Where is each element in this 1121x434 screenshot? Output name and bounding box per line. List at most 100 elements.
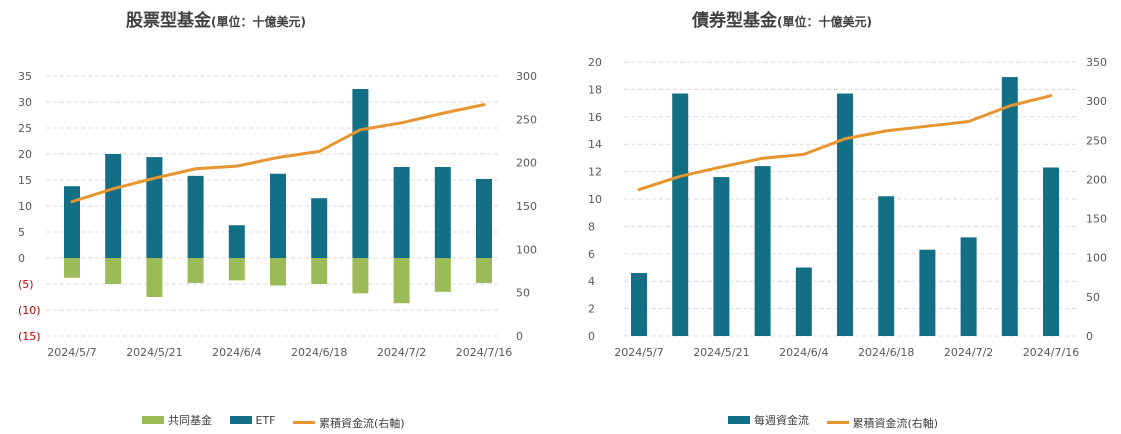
bar-etf [187, 175, 204, 258]
y-tick-label-right: 300 [516, 70, 537, 83]
bar-fund [476, 258, 492, 283]
bar-etf [393, 167, 410, 258]
y-tick-label-left: 5 [18, 226, 25, 239]
x-tick-label: 2024/7/16 [456, 346, 512, 359]
bar-fund [146, 258, 163, 297]
y-tick-label-left: 10 [18, 200, 32, 213]
y-tick-label-right: 200 [516, 157, 537, 170]
bar-fund [187, 258, 204, 283]
bond-fund-plot: 2018161412108642035030025020015010050020… [588, 56, 1107, 359]
bar-etf [476, 178, 492, 258]
y-tick-label-left: 0 [18, 252, 25, 265]
bar-fund [64, 258, 80, 278]
equity-fund-chart: 股票型基金(單位：十億美元) 35 30 25 20 15 10 5 0 (5) (10) (15)… [0, 0, 560, 434]
cumulative-line [637, 94, 1053, 192]
y-tick-label-right: 100 [516, 243, 537, 256]
bar-etf [434, 167, 451, 258]
y-tick-label-right: 0 [1086, 330, 1093, 343]
y-tick-label-left: 16 [588, 111, 602, 124]
y-tick-label-right: 250 [516, 113, 537, 126]
legend-label-weekly: 每週資金流 [754, 414, 809, 427]
bar-weekly [631, 272, 647, 336]
bar-weekly [754, 166, 771, 336]
x-tick-label: 2024/6/18 [291, 346, 347, 359]
bond-fund-chart: 債券型基金(單位：十億美元) 20 18 16 14 12 10 8 6 4 2 0 350 300 25… [560, 0, 1121, 434]
legend-item-etf: ETF [229, 413, 276, 427]
y-tick-label-right: 150 [1086, 213, 1107, 226]
chart-title-main: 債券型基金 [692, 11, 777, 31]
bar-etf [64, 186, 80, 258]
x-tick-label: 2024/7/2 [944, 346, 993, 359]
y-tick-label-right: 100 [1086, 252, 1107, 265]
legend-swatch-cumulative [826, 421, 849, 424]
y-tick-label-right: 0 [516, 330, 523, 343]
y-tick-label-left: 14 [588, 138, 602, 151]
y-tick-label-left: 8 [588, 220, 595, 233]
bar-fund [105, 258, 122, 284]
bar-fund [352, 258, 369, 294]
chart-legend: 共同基金 ETF 累積資金流(右軸) [142, 412, 419, 431]
x-tick-label: 2024/5/21 [693, 346, 749, 359]
chart-title-main: 股票型基金 [126, 11, 211, 31]
y-tick-label-left: 35 [18, 70, 32, 83]
bar-fund [228, 258, 245, 281]
x-tick-label: 2024/6/18 [858, 346, 914, 359]
legend-item-weekly: 每週資金流 [728, 412, 809, 428]
bar-fund [311, 258, 328, 284]
chart-title: 債券型基金(單位：十億美元) [692, 6, 872, 31]
bar-weekly [672, 93, 689, 336]
y-tick-label-left: 30 [18, 96, 32, 109]
bar-fund [434, 258, 451, 292]
y-tick-label-left: 25 [18, 122, 32, 135]
bar-weekly [878, 196, 895, 336]
x-tick-label: 2024/5/21 [126, 346, 182, 359]
bar-fund [393, 258, 410, 304]
y-tick-label-right: 200 [1086, 173, 1107, 186]
x-tick-label: 2024/7/2 [377, 346, 426, 359]
legend-label-cumulative: 累積資金流(右軸) [319, 416, 405, 430]
legend-label-fund: 共同基金 [168, 414, 212, 427]
bar-etf [270, 173, 286, 258]
chart-legend: 每週資金流 累積資金流(右軸) [728, 412, 952, 431]
legend-swatch-etf [229, 416, 252, 424]
bar-weekly [1043, 167, 1059, 336]
y-tick-label-left: 6 [588, 248, 595, 261]
bar-weekly [919, 249, 936, 336]
x-tick-label: 2024/6/4 [779, 346, 828, 359]
bar-weekly [713, 177, 730, 336]
legend-swatch-weekly [728, 416, 750, 424]
y-tick-label-left: 15 [18, 174, 32, 187]
y-tick-label-right: 50 [1086, 291, 1100, 304]
bar-etf [311, 198, 328, 258]
legend-swatch-cumulative [293, 421, 315, 424]
y-tick-label-left: 12 [588, 166, 602, 179]
y-tick-label-left: 2 [588, 303, 595, 316]
y-tick-label-left: 20 [18, 148, 32, 161]
y-tick-label-left: (5) [18, 278, 34, 291]
y-tick-label-right: 250 [1086, 134, 1107, 147]
x-tick-label: 2024/7/16 [1023, 346, 1079, 359]
bar-etf [105, 154, 122, 258]
x-tick-label: 2024/5/7 [47, 346, 96, 359]
legend-item-cumulative: 累積資金流(右軸) [293, 415, 405, 431]
chart-title-unit: (單位：十億美元) [777, 15, 872, 29]
chart-title: 股票型基金(單位：十億美元) [126, 6, 306, 31]
y-tick-label-left: 4 [588, 275, 595, 288]
x-tick-label: 2024/5/7 [614, 346, 663, 359]
equity-fund-plot: 35302520151050(5)(10)(15)300250200150100… [18, 70, 537, 359]
y-tick-label-left: 0 [588, 330, 595, 343]
y-tick-label-left: (15) [18, 330, 41, 343]
legend-swatch-fund [142, 416, 164, 424]
legend-label-cumulative: 累積資金流(右軸) [852, 416, 939, 430]
legend-label-etf: ETF [255, 413, 276, 427]
bar-etf [146, 157, 163, 258]
y-tick-label-right: 150 [516, 200, 537, 213]
y-tick-label-left: 18 [588, 83, 602, 96]
bar-weekly [795, 267, 812, 336]
legend-item-fund: 共同基金 [142, 412, 212, 428]
legend-item-cumulative: 累積資金流(右軸) [826, 415, 939, 431]
bar-weekly [960, 237, 977, 336]
bar-etf [352, 89, 369, 258]
bar-weekly [1001, 77, 1018, 336]
y-tick-label-right: 50 [516, 287, 530, 300]
